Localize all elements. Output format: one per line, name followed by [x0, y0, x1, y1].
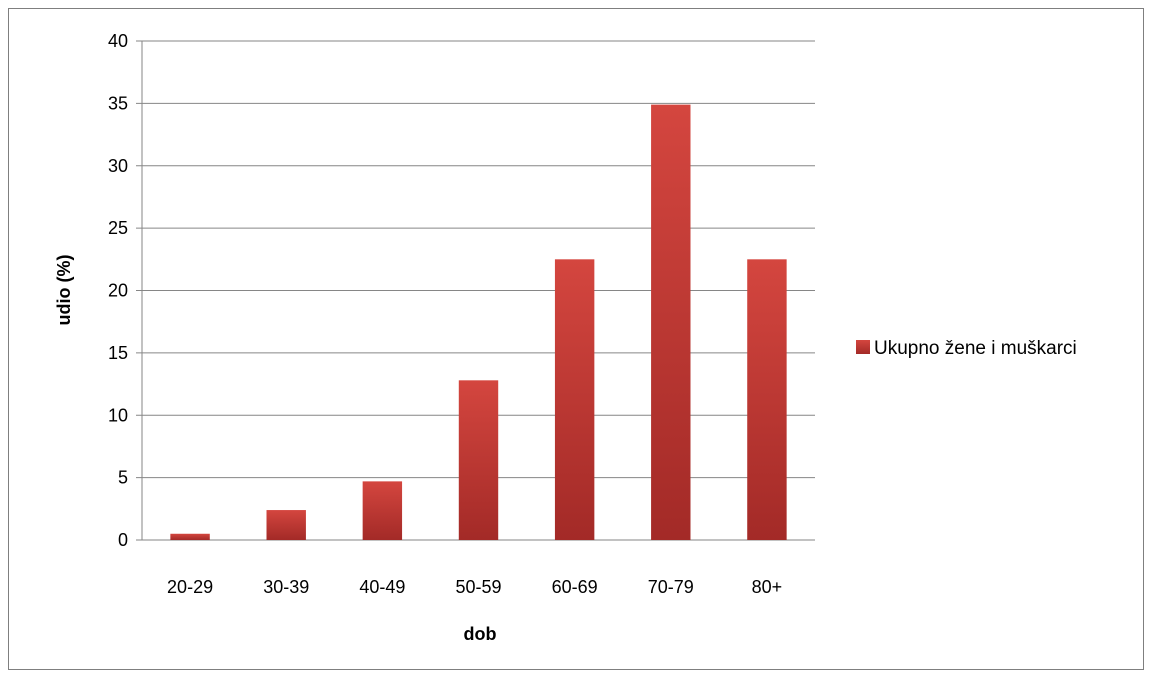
legend: Ukupno žene i muškarci [856, 338, 1077, 359]
bar-40-49 [362, 481, 403, 540]
bar-30-39 [266, 510, 306, 540]
bar-70-79 [651, 104, 691, 540]
y-tick-label: 0 [118, 530, 128, 550]
gridlines [136, 40, 815, 541]
bars [170, 104, 787, 540]
y-tick-label: 5 [118, 468, 128, 488]
y-tick-label: 20 [108, 281, 128, 301]
x-tick-label: 80+ [752, 577, 783, 597]
x-tick-label: 50-59 [455, 577, 501, 597]
bar-80+ [747, 259, 787, 540]
x-tick-label: 20-29 [167, 577, 213, 597]
bar-20-29 [170, 533, 210, 540]
bar-60-69 [554, 259, 595, 540]
y-tick-label: 40 [108, 31, 128, 51]
x-tick-label: 60-69 [552, 577, 598, 597]
y-tick-label: 10 [108, 405, 128, 425]
x-axis-title: dob [464, 624, 497, 644]
y-tick-label: 15 [108, 343, 128, 363]
x-tick-labels: 20-29 30-39 40-49 50-59 60-69 70-79 80+ [167, 577, 782, 597]
y-tick-label: 35 [108, 93, 128, 113]
bar-50-59 [458, 380, 499, 540]
y-tick-label: 30 [108, 156, 128, 176]
x-tick-label: 70-79 [648, 577, 694, 597]
legend-label: Ukupno žene i muškarci [874, 338, 1077, 359]
legend-swatch [856, 340, 870, 354]
y-tick-label: 25 [108, 218, 128, 238]
x-tick-label: 30-39 [263, 577, 309, 597]
y-tick-labels: 0 5 10 15 20 25 30 35 40 [108, 31, 128, 550]
y-axis-title: udio (%) [54, 255, 74, 326]
x-tick-label: 40-49 [359, 577, 405, 597]
